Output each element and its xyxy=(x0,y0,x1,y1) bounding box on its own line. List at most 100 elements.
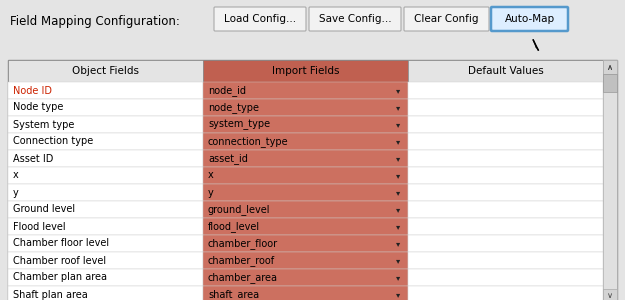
Bar xyxy=(203,201,408,218)
Text: connection_type: connection_type xyxy=(208,136,289,147)
Text: Asset ID: Asset ID xyxy=(13,154,53,164)
Bar xyxy=(8,150,203,167)
Bar xyxy=(8,60,617,300)
Bar xyxy=(408,184,603,201)
Text: ▾: ▾ xyxy=(396,120,400,129)
Text: chamber_roof: chamber_roof xyxy=(208,255,275,266)
Bar xyxy=(8,218,203,235)
Text: Chamber plan area: Chamber plan area xyxy=(13,272,107,283)
Bar xyxy=(603,60,617,74)
Text: Import Fields: Import Fields xyxy=(272,66,339,76)
Text: Shaft plan area: Shaft plan area xyxy=(13,290,88,299)
Text: x: x xyxy=(13,170,19,181)
Text: ∨: ∨ xyxy=(607,292,613,300)
Text: System type: System type xyxy=(13,119,74,130)
Text: ▾: ▾ xyxy=(396,205,400,214)
Bar xyxy=(203,133,408,150)
Bar xyxy=(408,116,603,133)
Text: system_type: system_type xyxy=(208,119,270,130)
Bar xyxy=(8,201,203,218)
Text: chamber_area: chamber_area xyxy=(208,272,278,283)
Text: Flood level: Flood level xyxy=(13,221,66,232)
Bar xyxy=(8,184,203,201)
Bar xyxy=(203,252,408,269)
Bar xyxy=(8,269,203,286)
Bar xyxy=(8,60,203,82)
Bar xyxy=(408,201,603,218)
Text: Default Values: Default Values xyxy=(468,66,543,76)
Text: ▾: ▾ xyxy=(396,154,400,163)
Text: Node ID: Node ID xyxy=(13,85,52,95)
Text: flood_level: flood_level xyxy=(208,221,260,232)
Bar xyxy=(408,82,603,99)
Bar xyxy=(8,167,203,184)
Text: Save Config...: Save Config... xyxy=(319,14,391,24)
FancyBboxPatch shape xyxy=(309,7,401,31)
Bar xyxy=(408,99,603,116)
Text: ▾: ▾ xyxy=(396,86,400,95)
Bar xyxy=(8,252,203,269)
Text: x: x xyxy=(208,170,214,181)
Bar xyxy=(8,286,203,300)
Bar xyxy=(408,252,603,269)
Text: Object Fields: Object Fields xyxy=(72,66,139,76)
Text: ▾: ▾ xyxy=(396,188,400,197)
Text: ▾: ▾ xyxy=(396,171,400,180)
Bar xyxy=(408,60,603,82)
Text: Connection type: Connection type xyxy=(13,136,93,146)
Bar xyxy=(603,60,617,300)
Text: ground_level: ground_level xyxy=(208,204,271,215)
Text: y: y xyxy=(13,188,19,197)
Text: shaft_area: shaft_area xyxy=(208,289,259,300)
Text: node_type: node_type xyxy=(208,102,259,113)
Text: Clear Config: Clear Config xyxy=(414,14,479,24)
Bar xyxy=(8,99,203,116)
Text: ▾: ▾ xyxy=(396,103,400,112)
Bar xyxy=(408,218,603,235)
Bar xyxy=(603,74,617,92)
Bar xyxy=(408,235,603,252)
Text: Ground level: Ground level xyxy=(13,205,75,214)
Text: ▾: ▾ xyxy=(396,256,400,265)
Text: ▾: ▾ xyxy=(396,137,400,146)
Bar xyxy=(8,235,203,252)
Text: ∧: ∧ xyxy=(607,62,613,71)
Text: Node type: Node type xyxy=(13,103,63,112)
Bar xyxy=(203,269,408,286)
Bar xyxy=(603,289,617,300)
Text: Chamber roof level: Chamber roof level xyxy=(13,256,106,266)
Bar xyxy=(408,133,603,150)
Text: y: y xyxy=(208,188,214,197)
Text: Field Mapping Configuration:: Field Mapping Configuration: xyxy=(10,16,180,28)
Bar xyxy=(203,286,408,300)
Bar xyxy=(203,150,408,167)
Text: ▾: ▾ xyxy=(396,239,400,248)
Bar xyxy=(408,150,603,167)
Bar xyxy=(203,116,408,133)
Bar xyxy=(203,218,408,235)
Bar xyxy=(203,99,408,116)
Bar xyxy=(8,133,203,150)
Bar xyxy=(8,82,203,99)
Text: Load Config...: Load Config... xyxy=(224,14,296,24)
Bar xyxy=(203,235,408,252)
Text: ∧: ∧ xyxy=(607,62,613,71)
Text: chamber_floor: chamber_floor xyxy=(208,238,278,249)
Bar xyxy=(408,167,603,184)
FancyBboxPatch shape xyxy=(404,7,489,31)
FancyBboxPatch shape xyxy=(491,7,568,31)
Bar xyxy=(408,269,603,286)
Text: Auto-Map: Auto-Map xyxy=(504,14,554,24)
Text: Chamber floor level: Chamber floor level xyxy=(13,238,109,248)
Bar xyxy=(8,116,203,133)
Text: node_id: node_id xyxy=(208,85,246,96)
Bar xyxy=(203,82,408,99)
Text: asset_id: asset_id xyxy=(208,153,248,164)
Bar xyxy=(203,184,408,201)
Text: ▾: ▾ xyxy=(396,290,400,299)
Text: ▾: ▾ xyxy=(396,222,400,231)
Bar xyxy=(408,286,603,300)
Bar xyxy=(203,167,408,184)
Text: ▾: ▾ xyxy=(396,273,400,282)
FancyBboxPatch shape xyxy=(214,7,306,31)
